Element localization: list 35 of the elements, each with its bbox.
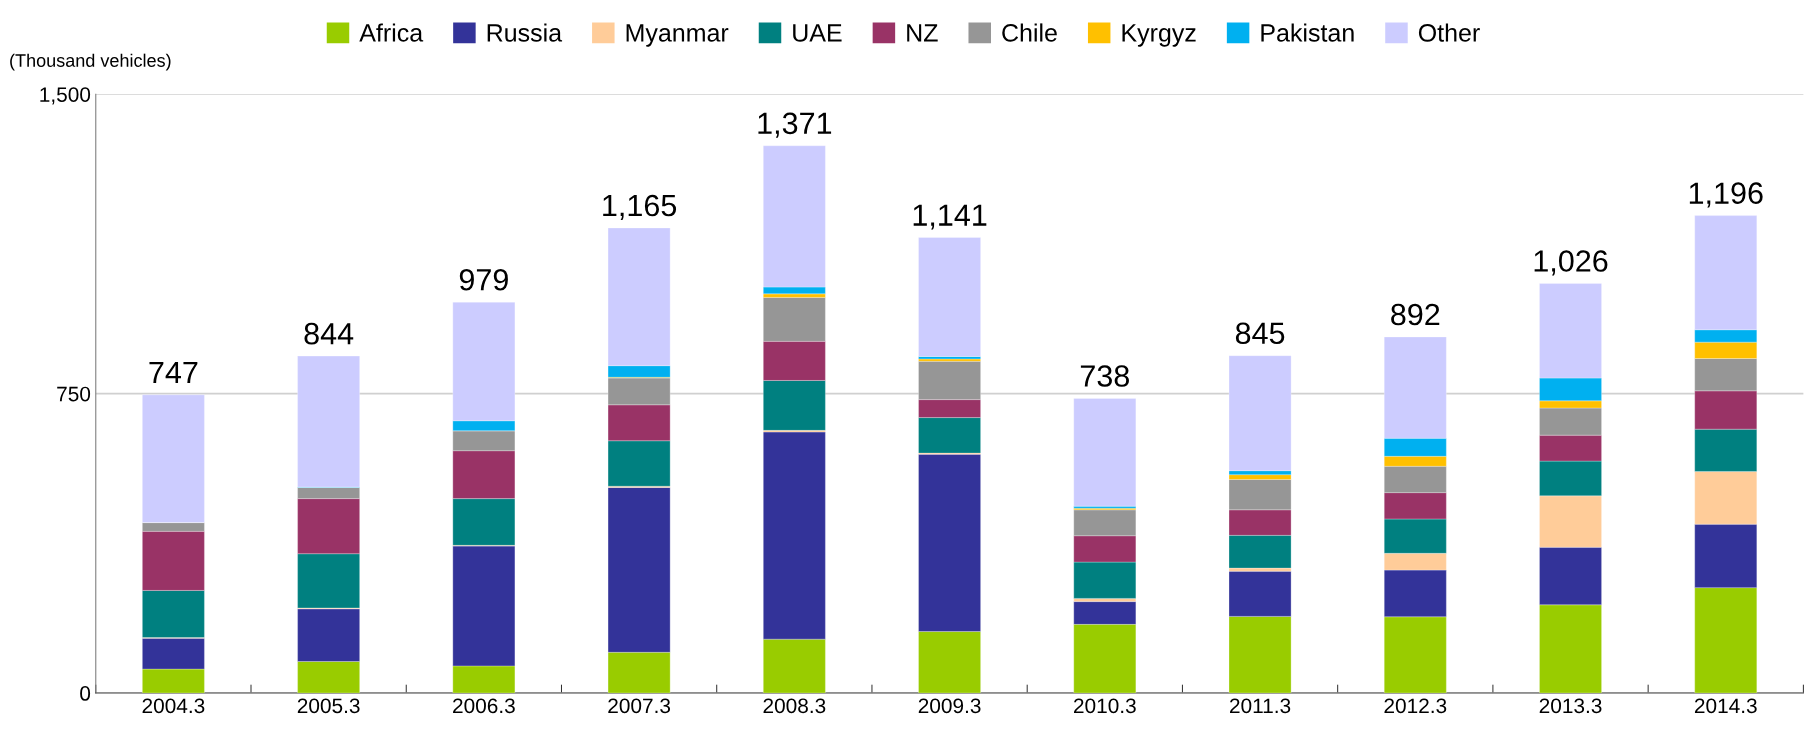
total-label: 1,141 bbox=[913, 204, 987, 230]
x-tick-label: 2012.3 bbox=[1384, 698, 1447, 714]
y-tick-label: 750 bbox=[57, 386, 91, 402]
total-label: 845 bbox=[1235, 322, 1285, 345]
legend-label: UAE bbox=[793, 24, 842, 42]
y-axis-title: (Thousand vehicles) bbox=[10, 53, 171, 71]
total-label: 1,165 bbox=[603, 194, 677, 220]
legend-label: NZ bbox=[907, 24, 938, 42]
x-tick-label: 2006.3 bbox=[453, 698, 515, 714]
x-tick-label: 2009.3 bbox=[918, 698, 981, 714]
x-tick-label: 2010.3 bbox=[1074, 698, 1136, 714]
legend-label: Kyrgyz bbox=[1122, 24, 1196, 47]
total-label: 892 bbox=[1391, 303, 1440, 326]
legend-label: Pakistan bbox=[1261, 23, 1354, 42]
legend-label: Myanmar bbox=[626, 24, 729, 47]
x-tick-label: 2004.3 bbox=[142, 698, 205, 714]
total-label: 1,196 bbox=[1689, 182, 1763, 208]
legend-label: Chile bbox=[1002, 23, 1057, 42]
x-tick-label: 2014.3 bbox=[1694, 698, 1757, 714]
x-tick-label: 2005.3 bbox=[297, 698, 360, 714]
total-label: 844 bbox=[304, 322, 354, 345]
x-tick-label: 2007.3 bbox=[608, 698, 671, 714]
x-tick-label: 2008.3 bbox=[763, 698, 826, 714]
total-label: 747 bbox=[149, 361, 198, 383]
y-tick-label: 0 bbox=[80, 686, 91, 701]
legend-label: Africa bbox=[359, 23, 424, 42]
total-label: 738 bbox=[1080, 365, 1129, 387]
y-tick-label: 1,500 bbox=[40, 87, 91, 105]
x-tick-label: 2013.3 bbox=[1539, 698, 1602, 714]
total-label: 1,026 bbox=[1534, 250, 1608, 276]
total-label: 979 bbox=[459, 268, 508, 291]
legend-label: Russia bbox=[487, 23, 563, 42]
x-tick-label: 2011.3 bbox=[1230, 698, 1291, 714]
legend-label: Other bbox=[1418, 23, 1480, 42]
total-label: 1,371 bbox=[758, 112, 832, 138]
